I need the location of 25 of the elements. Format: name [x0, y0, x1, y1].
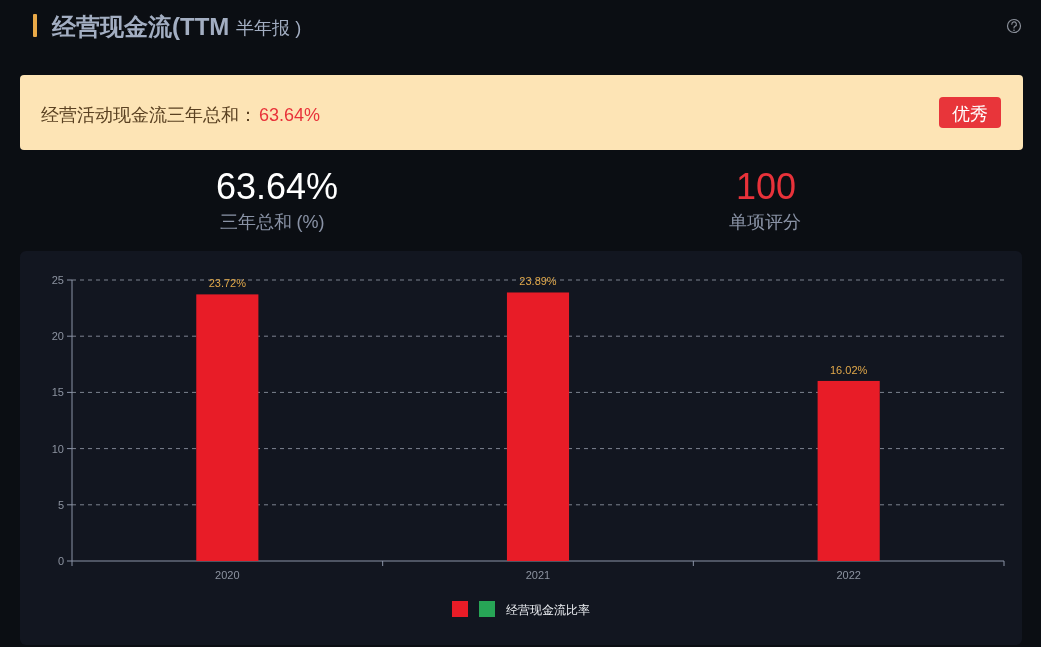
chart-subtitle: 半年报 ): [236, 18, 302, 38]
text: 优秀: [952, 104, 988, 124]
chart-title: 经营现金流(TTM: [51, 13, 230, 40]
legend-label: 经营现金流比率: [506, 602, 590, 617]
y-tick-label: 15: [51, 386, 64, 399]
text: 100: [735, 166, 797, 207]
text: 单项评分: [729, 212, 801, 232]
x-tick-label: 2021: [525, 569, 551, 581]
data-label: 16.02%: [830, 363, 868, 376]
y-tick-label: 0: [57, 555, 64, 567]
bar: [196, 294, 259, 561]
y-tick-label: 5: [57, 498, 64, 511]
text: 63.64%: [215, 166, 339, 207]
y-tick-label: 20: [51, 330, 64, 343]
y-tick-label: 10: [51, 442, 64, 455]
text: 三年总和 (%): [219, 212, 325, 232]
data-label: 23.72%: [208, 277, 247, 290]
x-tick-label: 2020: [215, 569, 240, 581]
data-label: 23.89%: [519, 275, 557, 288]
bar: [506, 292, 570, 561]
text: 63.64%: [259, 105, 321, 125]
x-tick-label: 2022: [836, 569, 861, 581]
text: 经营活动现金流三年总和：: [41, 105, 257, 125]
y-tick-label: 25: [51, 274, 64, 286]
bar: [817, 380, 880, 561]
